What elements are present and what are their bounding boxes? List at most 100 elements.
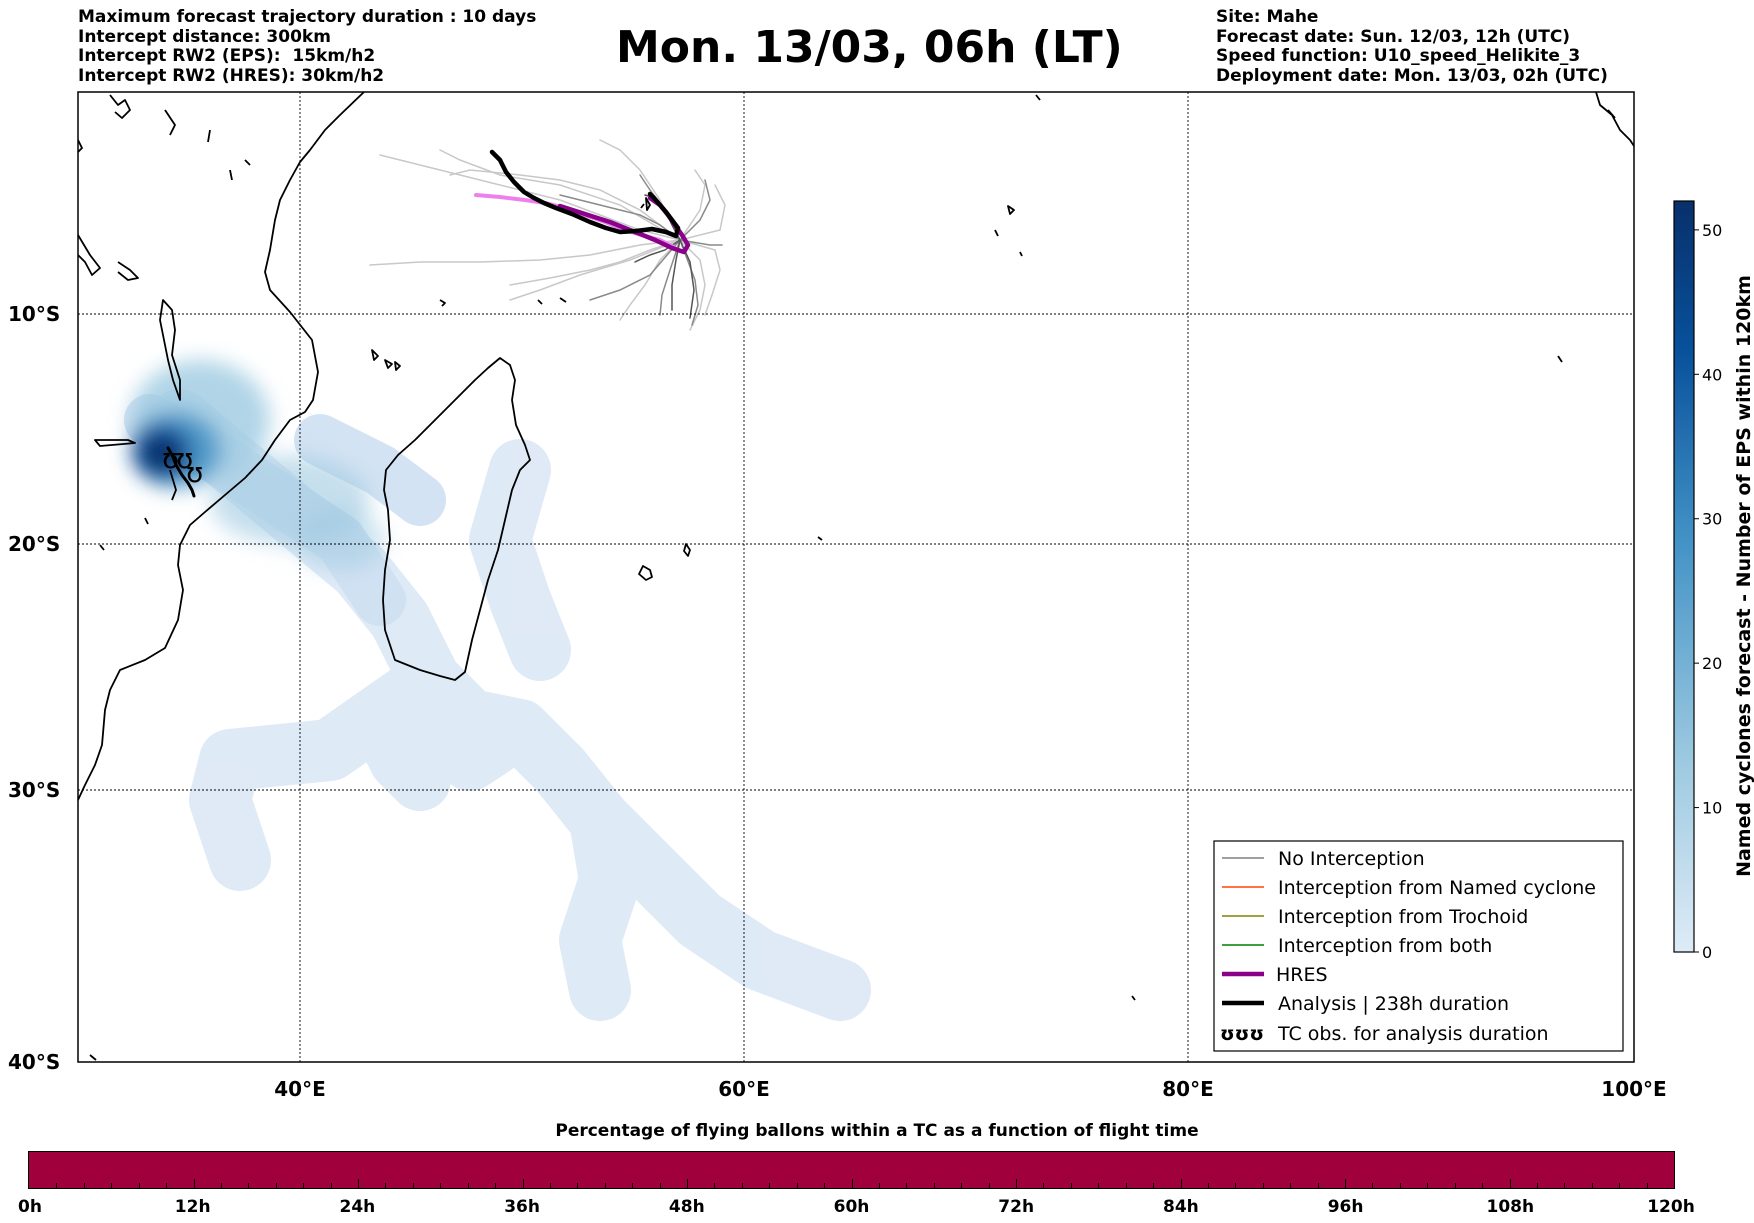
site-info: Site: Mahe Forecast date: Sun. 12/03, 12… — [1216, 7, 1608, 86]
forecast-parameters: Maximum forecast trajectory duration : 1… — [78, 7, 537, 86]
colorbar-ticks: 0 10 20 30 40 50 — [1694, 221, 1722, 962]
timebar-tick — [111, 1183, 113, 1188]
timebar-title: Percentage of flying ballons within a TC… — [555, 1121, 1199, 1141]
colorbar-tick-label: 0 — [1702, 943, 1712, 962]
timebar-label: 84h — [1163, 1197, 1199, 1217]
timebar-tick — [1153, 1183, 1155, 1188]
lat-tick-label: 40°S — [8, 1050, 60, 1074]
timebar-tick — [138, 1183, 140, 1188]
timebar-tick — [1454, 1183, 1456, 1188]
param-line: Intercept RW2 (EPS): 15km/h2 — [78, 46, 376, 66]
timebar-tick — [193, 1179, 195, 1188]
timebar-label: 96h — [1327, 1197, 1364, 1217]
lon-tick-label: 40°E — [274, 1077, 326, 1101]
graticule — [78, 92, 1634, 1062]
lon-tick-label: 60°E — [718, 1077, 770, 1101]
timebar-tick — [358, 1179, 359, 1188]
timebar-tick — [714, 1183, 716, 1188]
cyclone-density-core — [130, 360, 385, 570]
timebar-tick — [412, 1183, 414, 1188]
param-line: Intercept RW2 (HRES): 30km/h2 — [78, 65, 385, 86]
colorbar-label: Named cyclones forecast - Number of EPS … — [1733, 275, 1754, 877]
latitude-labels: 10°S 20°S 30°S 40°S — [8, 302, 60, 1074]
timebar-tick — [1098, 1183, 1100, 1188]
timebar-label: 120h — [1647, 1197, 1695, 1217]
timebar-tick — [1536, 1183, 1538, 1188]
timebar-tick — [906, 1183, 908, 1188]
timebar-tick — [83, 1183, 85, 1188]
timebar-tick — [878, 1183, 880, 1188]
timebar-tick — [220, 1183, 222, 1188]
lat-tick-label: 10°S — [8, 302, 60, 326]
map-title: Mon. 13/03, 06h (LT) — [616, 22, 1123, 73]
timebar-tick — [303, 1183, 305, 1188]
colorbar: 0 10 20 30 40 50 Named cyclones forecast - Nu… — [1673, 200, 1754, 962]
legend-label: TC obs. for analysis duration — [1277, 1023, 1549, 1045]
timebar-tick — [248, 1183, 250, 1188]
svg-text:ʊ: ʊ — [186, 456, 203, 489]
timebar-tick — [330, 1183, 332, 1188]
timebar-label: 36h — [504, 1197, 540, 1217]
timebar-tick — [1427, 1183, 1429, 1188]
colorbar-tick-label: 10 — [1702, 799, 1722, 818]
timebar-tick — [1070, 1183, 1072, 1188]
timebar-label: 24h — [339, 1197, 376, 1217]
timebar-tick — [1317, 1183, 1319, 1188]
timebar-tick — [56, 1183, 58, 1188]
colorbar-tick-label: 30 — [1702, 510, 1722, 529]
timebar-tick — [467, 1183, 469, 1188]
timebar-tick — [741, 1183, 743, 1188]
timebar-tick — [1399, 1183, 1401, 1188]
timebar-tick — [166, 1183, 168, 1188]
legend-label: No Interception — [1278, 848, 1425, 870]
timebar-tick — [1290, 1183, 1292, 1188]
timebar-tick — [1509, 1179, 1511, 1188]
lat-tick-label: 20°S — [8, 532, 60, 556]
tc-observations: ʊ ʊ ʊ — [162, 442, 203, 498]
map-frame — [77, 91, 1635, 1063]
timebar-tick — [1564, 1183, 1566, 1188]
site-line: Site: Mahe — [1216, 7, 1319, 27]
timebar-tick — [1235, 1183, 1237, 1188]
param-line: Intercept distance: 300km — [78, 26, 331, 47]
timebar-tick — [522, 1179, 524, 1188]
timebar-tick — [1016, 1179, 1017, 1188]
lon-tick-label: 100°E — [1601, 1077, 1666, 1101]
timebar-label: 72h — [998, 1197, 1035, 1217]
timebar-tick — [1207, 1183, 1209, 1188]
timebar-tick — [1262, 1183, 1264, 1188]
timebar-tick — [275, 1183, 277, 1188]
legend: No Interception Interception from Named … — [1213, 840, 1624, 1052]
site-line: Speed function: U10_speed_Helikite_3 — [1216, 46, 1581, 66]
timebar-tick — [1180, 1179, 1182, 1188]
colorbar-gradient — [1673, 200, 1695, 953]
timebar-tick — [632, 1183, 634, 1188]
timebar-tick — [604, 1183, 606, 1188]
forecast-map: ʊ ʊ ʊ 10°S 20°S 30°S 40°S 40°E 60°E 80°E… — [8, 91, 1754, 1101]
timebar-tick — [1591, 1183, 1593, 1188]
timebar-tick — [1125, 1183, 1127, 1188]
site-line: Forecast date: Sun. 12/03, 12h (UTC) — [1216, 26, 1571, 47]
timebar-label: 0h — [18, 1197, 42, 1217]
legend-symbol: ʊʊʊ — [1220, 1023, 1264, 1045]
timebar-tick — [988, 1183, 990, 1188]
legend-box — [1213, 840, 1624, 1052]
svg-text:ʊ: ʊ — [162, 442, 179, 475]
param-line: Maximum forecast trajectory duration : 1… — [78, 7, 537, 27]
timebar-tick — [933, 1183, 935, 1188]
timebar-label: 60h — [833, 1197, 870, 1217]
timebar-tick — [1482, 1183, 1484, 1188]
legend-label: Analysis | 238h duration — [1278, 993, 1509, 1015]
hres-trajectory — [474, 193, 680, 252]
timebar-label: 12h — [174, 1197, 211, 1217]
timebar-tick — [769, 1183, 771, 1188]
legend-label: Interception from both — [1278, 935, 1492, 957]
timebar-tick — [1619, 1183, 1621, 1188]
colorbar-tick-label: 50 — [1702, 221, 1722, 240]
longitude-labels: 40°E 60°E 80°E 100°E — [274, 1077, 1666, 1101]
timebar-tick — [1043, 1183, 1045, 1188]
timebar-tick — [1372, 1183, 1374, 1188]
legend-label: HRES — [1276, 964, 1328, 986]
timebar-tick — [1345, 1179, 1346, 1188]
timebar-tick — [495, 1183, 497, 1188]
